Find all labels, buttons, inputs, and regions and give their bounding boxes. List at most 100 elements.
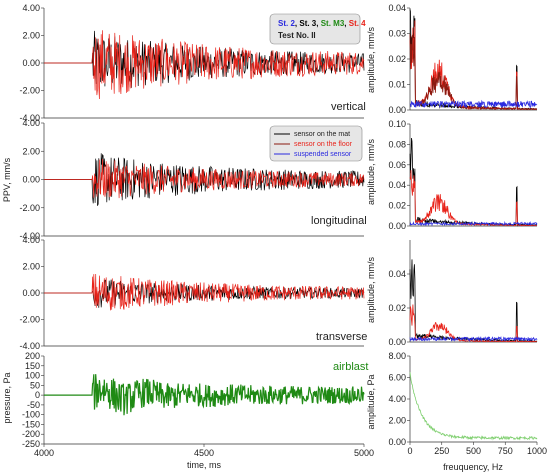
- xtick-label: 1000: [527, 446, 547, 456]
- ytick-label: 0.00: [388, 221, 406, 231]
- spectrum-line-red: [409, 20, 537, 111]
- ytick-label: 0.00: [22, 58, 40, 68]
- ppv-axis-label: PPV, mm/s: [2, 157, 12, 202]
- spectrum-line-dark_red: [409, 33, 538, 111]
- panel-label-vertical: vertical: [331, 101, 366, 113]
- ytick-label: -2.00: [19, 315, 40, 325]
- legend-st4: St. 4: [349, 19, 366, 28]
- ytick-label: 8.00: [388, 351, 406, 361]
- spectrum-line-black: [409, 259, 538, 343]
- ytick-label: -150: [22, 419, 40, 429]
- panel-vertical: 4.00 2.00 0.00 -2.00 -4.00: [19, 3, 365, 123]
- ytick-label: 0.02: [388, 303, 406, 313]
- ytick-label: -50: [27, 400, 40, 410]
- station-legend: St. 2, St. 3, St. M3, St. 4 Test No. II: [269, 13, 366, 45]
- panel-spectrum-vertical: 0.04 0.03 0.02 0.01 0.00: [388, 3, 538, 115]
- series-line-green: [44, 374, 365, 416]
- xtick-label: 0: [407, 446, 412, 456]
- ytick-label: -250: [22, 439, 40, 449]
- series-line-red: [44, 273, 365, 311]
- panel-spectrum-transverse: 0.04 0.02 0.00: [388, 240, 538, 347]
- panel-transverse: 4.00 2.00 0.00 -2.00 -4.00: [19, 235, 365, 351]
- legend-item-suspended: suspended sensor: [294, 151, 352, 158]
- ytick-label: 100: [25, 371, 40, 381]
- ytick-label: 0.08: [388, 139, 406, 149]
- ytick-label: -4.00: [19, 113, 40, 123]
- ytick-label: 0.04: [388, 3, 406, 13]
- legend-item-mat: sensor on the mat: [294, 131, 350, 138]
- svg-text:St. 2, St. 3, St. M3, St. 4: St. 2, St. 3, St. M3, St. 4: [278, 19, 366, 28]
- ytick-label: 2.00: [22, 31, 40, 41]
- ytick-label: -200: [22, 429, 40, 439]
- legend-test: Test No. II: [278, 31, 316, 40]
- xtick-label: 4500: [194, 448, 214, 458]
- spectrum-line-blue: [409, 220, 538, 227]
- spec-v-ylabel: amplitude, mm/s: [366, 26, 376, 93]
- pressure-axis-label: pressure, Pa: [2, 372, 12, 423]
- ytick-label: 150: [25, 361, 40, 371]
- spectrum-line-blue: [409, 336, 538, 342]
- spec-t-ylabel: amplitude, mm/s: [366, 256, 376, 323]
- ytick-label: -4.00: [19, 231, 40, 241]
- panel-label-longitudinal: longitudinal: [311, 215, 367, 227]
- ytick-label: 0: [35, 390, 40, 400]
- sensor-legend: sensor on the mat sensor on the floor su…: [269, 125, 363, 162]
- spectrum-line-blue: [409, 99, 538, 109]
- spectrum-line-red: [409, 170, 538, 227]
- time-axis-label: time, ms: [187, 460, 222, 470]
- ytick-label: 0.01: [388, 80, 406, 90]
- time-series-panels: 4.002.000.00-2.00-4.004.002.000.00-2.00-…: [19, 3, 374, 458]
- xtick-label: 750: [498, 446, 513, 456]
- xtick-label: 4000: [34, 448, 54, 458]
- ytick-label: 4.00: [388, 394, 406, 404]
- panel-longitudinal: 4.00 2.00 0.00 -2.00 -4.00: [19, 118, 365, 241]
- frequency-axis-label: freuquency, Hz: [443, 462, 503, 472]
- series-line-red: [44, 158, 365, 199]
- ytick-label: 50: [30, 380, 40, 390]
- legend-item-floor: sensor on the floor: [294, 141, 353, 148]
- spec-a-ylabel: amplitude, Pa: [366, 374, 376, 429]
- ytick-label: 6.00: [388, 373, 406, 383]
- ytick-label: 0.04: [388, 180, 406, 190]
- ytick-label: 0.03: [388, 29, 406, 39]
- spectrum-line-red: [409, 304, 538, 343]
- ytick-label: 4.00: [22, 118, 40, 128]
- legend-st3: St. 3: [299, 19, 316, 28]
- ytick-label: 0.06: [388, 160, 406, 170]
- ytick-label: 0.00: [22, 175, 40, 185]
- spectrum-line-light_green: [409, 372, 538, 441]
- spec-l-ylabel: amplitude, mm/s: [366, 138, 376, 205]
- ytick-label: 0.00: [388, 437, 406, 447]
- ytick-label: 0.00: [388, 337, 406, 347]
- panel-spectrum-longitudinal: 0.10 0.08 0.06 0.04 0.02 0.00: [388, 119, 538, 231]
- ytick-label: 0.02: [388, 54, 406, 64]
- ytick-label: -2.00: [19, 86, 40, 96]
- ytick-label: 2.00: [22, 146, 40, 156]
- spectrum-panels: 0.04 0.03 0.02 0.01 0.00 0.10 0.08 0.06 0.04 0.02…: [388, 3, 547, 456]
- ytick-label: 0.04: [388, 269, 406, 279]
- ytick-label: 4.00: [22, 235, 40, 245]
- ytick-label: 0.00: [22, 288, 40, 298]
- ytick-label: -2.00: [19, 203, 40, 213]
- panel-spectrum-airblast: 8.00 6.00 4.00 2.00 0.00: [388, 351, 538, 447]
- panel-label-transverse: transverse: [316, 331, 367, 343]
- xtick-label: 250: [434, 446, 449, 456]
- panel-label-airblast: airblast: [333, 361, 368, 373]
- ytick-label: 0.00: [388, 105, 406, 115]
- series-line-red: [44, 30, 365, 100]
- xtick-label: 500: [466, 446, 481, 456]
- ytick-label: 4.00: [22, 3, 40, 13]
- series-line-black: [44, 30, 365, 88]
- ytick-label: 200: [25, 351, 40, 361]
- ytick-label: 2.00: [388, 416, 406, 426]
- ytick-label: -100: [22, 410, 40, 420]
- ytick-label: -4.00: [19, 341, 40, 351]
- ytick-label: 0.10: [388, 119, 406, 129]
- ytick-label: 2.00: [22, 262, 40, 272]
- legend-st2: St. 2: [278, 19, 295, 28]
- spectrum-line-black: [409, 9, 538, 111]
- ytick-label: 0.02: [388, 201, 406, 211]
- legend-stm3: St. M3: [321, 19, 345, 28]
